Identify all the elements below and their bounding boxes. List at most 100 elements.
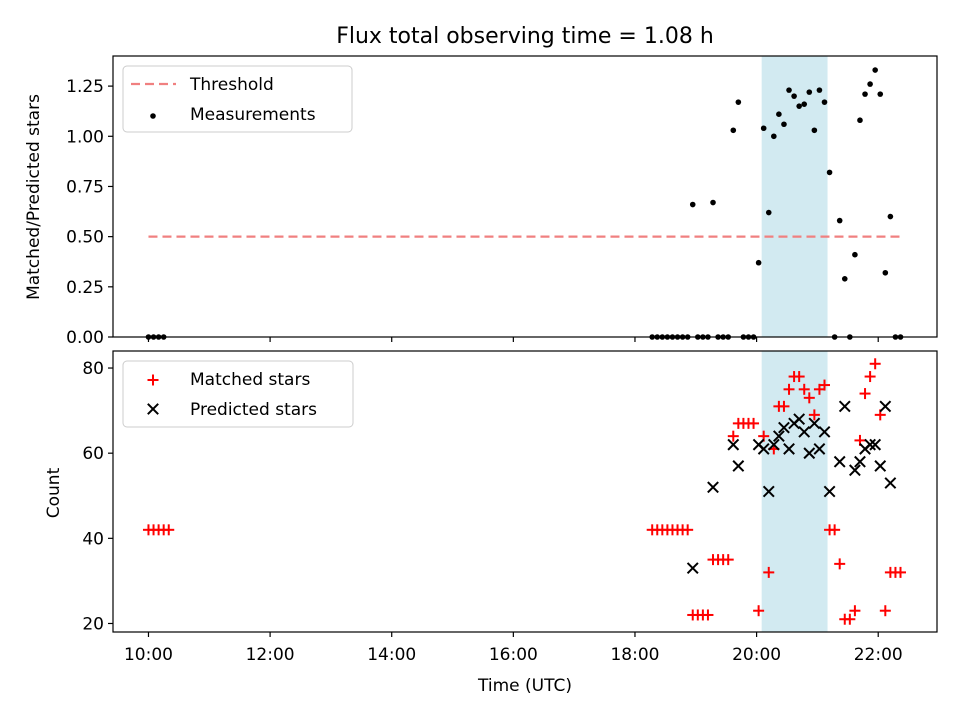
matched-point [864,371,876,383]
measurement-point [765,209,772,216]
x-tick-label: 14:00 [367,645,416,665]
measurement-point [862,91,868,97]
matched-point [849,605,861,617]
marker-stroke [864,438,877,451]
y-tick-label: 20 [82,614,104,634]
matched-point [808,409,820,421]
matched-point [895,566,907,578]
marker-stroke [848,464,861,477]
marker-stroke [727,438,740,451]
marker-stroke [818,425,831,438]
predicted-point [767,438,780,451]
ratio-legend-box [122,65,353,133]
count-panel-frame [112,350,938,633]
y-tick-label: 80 [82,359,104,379]
x-tick-label: 20:00 [732,645,781,665]
measurement-point [806,89,813,95]
predicted-point [874,460,887,472]
ratio-panel: 0.00 0.25 0.50 0.75 1.00 1.25 Matched/Predict… [24,55,938,348]
legend-measurements-label: Measurements [190,105,316,125]
matched-point [702,609,714,621]
marker-stroke [798,425,811,438]
matched-point [163,524,175,536]
count-legend: Matched stars Predicted stars [122,360,354,428]
observing-window-span [761,56,828,337]
legend-measurements-swatch [150,113,156,119]
marker-stroke [772,430,785,443]
y-tick-label: 0.00 [66,328,104,348]
marker-stroke [823,485,836,498]
measurement-point [867,81,873,87]
predicted-points [686,400,897,575]
x-tick-label: 18:00 [610,645,659,665]
legend-matched-label: Matched stars [190,370,310,390]
y-tick-label: 0.25 [66,278,104,298]
predicted-point [879,400,892,413]
matched-point [844,613,856,625]
matched-point [778,400,790,412]
chart-title: Flux total observing time = 1.08 h [336,24,714,49]
matched-point [869,358,881,370]
ratio-panel-frame [112,55,938,338]
marker-stroke [874,460,887,472]
measurement-point [760,125,767,132]
marker-stroke [762,485,775,498]
matched-point [879,605,891,617]
predicted-point [864,438,877,451]
ratio-x-ticks [147,337,879,342]
predicted-point [833,455,846,468]
y-tick-label: 0.75 [66,177,104,197]
matched-point [753,605,765,617]
count-y-ticks: 20 40 60 80 [82,359,113,634]
measurement-points [145,67,904,340]
count-x-ticks: 10:00 12:00 14:00 16:00 18:00 20:00 22:00 [124,632,903,665]
measurement-point [887,213,894,220]
legend-threshold-label: Threshold [189,75,274,95]
matched-point [763,566,775,578]
measurement-point [786,87,792,93]
marker-stroke [778,421,790,434]
measurement-point [710,199,716,206]
predicted-point [869,438,882,451]
matched-points [142,358,907,625]
marker-stroke [147,403,159,415]
legend-x-marker [147,403,159,415]
matched-point [803,392,815,404]
y-tick-label: 40 [82,529,104,549]
matched-point [722,554,734,566]
y-tick-label: 0.50 [66,228,104,248]
ratio-legend: Threshold Measurements [122,65,353,133]
predicted-point [798,425,811,438]
measurement-point [877,91,884,97]
predicted-point [762,485,775,498]
measurement-point [882,269,889,276]
predicted-point [732,460,745,472]
ratio-y-ticks: 0.00 0.25 0.50 0.75 1.00 1.25 [66,77,113,348]
legend-predicted-swatch [147,403,159,415]
predicted-point [707,481,719,494]
count-y-axis-label: Count [44,467,64,518]
y-tick-label: 1.25 [66,77,104,97]
observing-window-span [761,351,828,632]
x-tick-label: 22:00 [854,645,903,665]
marker-stroke [813,443,826,455]
matched-point [748,417,760,429]
legend-matched-swatch [147,374,159,386]
x-tick-label: 12:00 [246,645,295,665]
measurement-point [755,259,762,266]
x-tick-label: 16:00 [489,645,538,665]
matched-point [798,383,810,395]
predicted-point [686,562,699,575]
marker-stroke [793,413,806,426]
marker-stroke [707,481,719,494]
predicted-point [772,430,785,443]
matched-point [859,388,871,400]
predicted-point [818,425,831,438]
x-axis-label: Time (UTC) [477,676,572,696]
measurement-point [689,201,696,208]
matched-point [834,558,846,570]
measurement-point [852,251,858,258]
predicted-point [727,438,740,451]
measurement-point [841,275,848,282]
matched-point [793,371,805,383]
